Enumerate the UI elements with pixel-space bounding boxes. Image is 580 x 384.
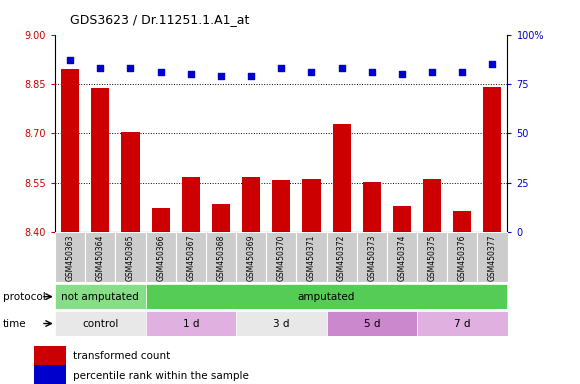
Text: GSM450371: GSM450371: [307, 235, 316, 281]
Point: [337, 65, 346, 71]
Bar: [423, 179, 441, 232]
Bar: [417, 311, 508, 336]
Bar: [357, 232, 387, 282]
Bar: [266, 232, 296, 282]
Bar: [146, 232, 176, 282]
Bar: [121, 132, 140, 232]
Text: GSM450370: GSM450370: [277, 235, 286, 281]
Bar: [34, 365, 66, 384]
Bar: [146, 311, 236, 336]
Bar: [236, 232, 266, 282]
Bar: [182, 177, 200, 232]
Text: GSM450374: GSM450374: [397, 235, 407, 281]
Bar: [447, 232, 477, 282]
Bar: [176, 232, 206, 282]
Bar: [55, 311, 146, 336]
Point: [186, 71, 195, 77]
Bar: [242, 177, 260, 232]
Bar: [55, 232, 85, 282]
Bar: [115, 232, 146, 282]
Bar: [327, 232, 357, 282]
Point: [246, 73, 256, 79]
Bar: [272, 180, 291, 232]
Bar: [91, 88, 110, 232]
Text: GSM450368: GSM450368: [216, 235, 226, 281]
Text: 1 d: 1 d: [183, 318, 199, 329]
Text: GSM450375: GSM450375: [427, 235, 437, 281]
Point: [307, 69, 316, 75]
Text: GSM450365: GSM450365: [126, 235, 135, 281]
Bar: [151, 208, 170, 232]
Bar: [302, 179, 321, 232]
Text: protocol: protocol: [3, 291, 46, 302]
Bar: [146, 284, 508, 309]
Text: GSM450372: GSM450372: [337, 235, 346, 281]
Text: GSM450363: GSM450363: [66, 235, 75, 281]
Text: GSM450377: GSM450377: [488, 235, 497, 281]
Text: GSM450376: GSM450376: [458, 235, 467, 281]
Bar: [206, 232, 236, 282]
Point: [397, 71, 407, 77]
Text: GSM450369: GSM450369: [246, 235, 256, 281]
Text: time: time: [3, 318, 27, 329]
Bar: [332, 124, 351, 232]
Point: [427, 69, 437, 75]
Text: amputated: amputated: [298, 291, 355, 302]
Point: [96, 65, 105, 71]
Text: GSM450367: GSM450367: [186, 235, 195, 281]
Text: GSM450366: GSM450366: [156, 235, 165, 281]
Point: [367, 69, 376, 75]
Point: [126, 65, 135, 71]
Bar: [55, 284, 146, 309]
Bar: [236, 311, 327, 336]
Text: 5 d: 5 d: [364, 318, 380, 329]
Point: [156, 69, 165, 75]
Bar: [393, 206, 411, 232]
Bar: [417, 232, 447, 282]
Bar: [296, 232, 327, 282]
Bar: [483, 87, 502, 232]
Text: transformed count: transformed count: [73, 351, 171, 361]
Point: [488, 61, 497, 67]
Bar: [212, 204, 230, 232]
Text: 7 d: 7 d: [454, 318, 470, 329]
Bar: [387, 232, 417, 282]
Text: GSM450373: GSM450373: [367, 235, 376, 281]
Text: control: control: [82, 318, 118, 329]
Bar: [477, 232, 508, 282]
Point: [458, 69, 467, 75]
Text: GSM450364: GSM450364: [96, 235, 105, 281]
Bar: [85, 232, 115, 282]
Text: GDS3623 / Dr.11251.1.A1_at: GDS3623 / Dr.11251.1.A1_at: [70, 13, 249, 26]
Text: not amputated: not amputated: [61, 291, 139, 302]
Text: 3 d: 3 d: [273, 318, 289, 329]
Point: [66, 57, 75, 63]
Bar: [327, 311, 417, 336]
Point: [277, 65, 286, 71]
Text: percentile rank within the sample: percentile rank within the sample: [73, 371, 249, 381]
Bar: [362, 182, 381, 232]
Bar: [61, 69, 79, 232]
Bar: [34, 346, 66, 367]
Bar: [453, 211, 472, 232]
Point: [216, 73, 226, 79]
